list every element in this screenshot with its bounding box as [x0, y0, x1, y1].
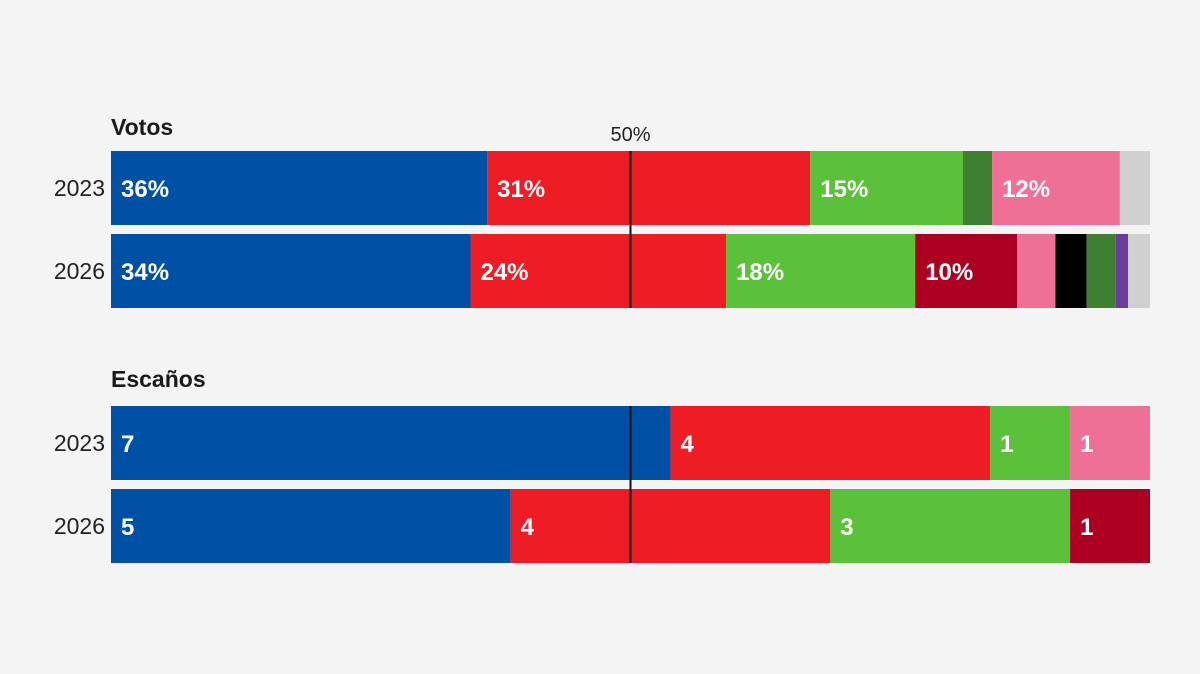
year-label: 2026	[54, 258, 105, 284]
bar-segment	[1086, 234, 1116, 308]
chart-escanos: Escaños 2023 7 4 1 1 2026 5 4 3 1	[54, 366, 1150, 563]
segment-label: 5	[121, 514, 134, 541]
segment-label: 10%	[925, 259, 973, 286]
bar-segment	[510, 489, 831, 563]
bar-segment	[1128, 234, 1150, 308]
majority-line-label: 50%	[610, 124, 650, 146]
bar-row-2026: 2026 5 4 3 1	[54, 489, 1150, 563]
year-label: 2023	[54, 430, 105, 456]
bar-segment	[726, 234, 916, 308]
bar-segment	[1070, 406, 1150, 480]
bar-segment	[470, 234, 727, 308]
segment-label: 15%	[820, 176, 868, 203]
segment-label: 4	[680, 431, 694, 458]
bar-segment	[111, 406, 671, 480]
segment-label: 12%	[1002, 176, 1050, 203]
segment-label: 1	[1080, 431, 1093, 458]
bar-segment	[487, 151, 811, 225]
bar-segment	[992, 151, 1120, 225]
bar-segment	[111, 151, 488, 225]
bar-segment	[962, 151, 993, 225]
bar-segment	[810, 151, 963, 225]
segment-label: 18%	[736, 259, 784, 286]
bar-segment	[1115, 234, 1129, 308]
bar-segment	[111, 234, 471, 308]
bar-segment	[670, 406, 991, 480]
bar-segment	[1070, 489, 1150, 563]
bar-segment	[915, 234, 1018, 308]
chart-title: Escaños	[111, 366, 206, 392]
bar-segment	[1119, 151, 1150, 225]
bar-row-2026: 2026 34% 24% 18% 10%	[54, 234, 1150, 308]
bar-segment	[990, 406, 1071, 480]
chart-title: Votos	[111, 114, 173, 140]
segment-label: 36%	[121, 176, 169, 203]
bar-segment	[830, 489, 1071, 563]
segment-label: 4	[521, 514, 535, 541]
segment-label: 31%	[497, 176, 545, 203]
segment-label: 1	[1000, 431, 1013, 458]
bar-segment	[1055, 234, 1087, 308]
segment-label: 1	[1080, 514, 1093, 541]
bar-row-2023: 2023 7 4 1 1	[54, 406, 1150, 480]
segment-label: 7	[121, 431, 134, 458]
bar-segment	[111, 489, 511, 563]
year-label: 2023	[54, 175, 105, 201]
year-label: 2026	[54, 513, 105, 539]
segment-label: 34%	[121, 259, 169, 286]
segment-label: 3	[840, 514, 853, 541]
bar-row-2023: 2023 36% 31% 15% 12%	[54, 151, 1150, 225]
chart-votos: Votos 2023 36% 31% 15% 12% 2026 34% 24% 18% 10% 50%	[54, 114, 1150, 308]
segment-label: 24%	[480, 259, 528, 286]
bar-segment	[1017, 234, 1056, 308]
